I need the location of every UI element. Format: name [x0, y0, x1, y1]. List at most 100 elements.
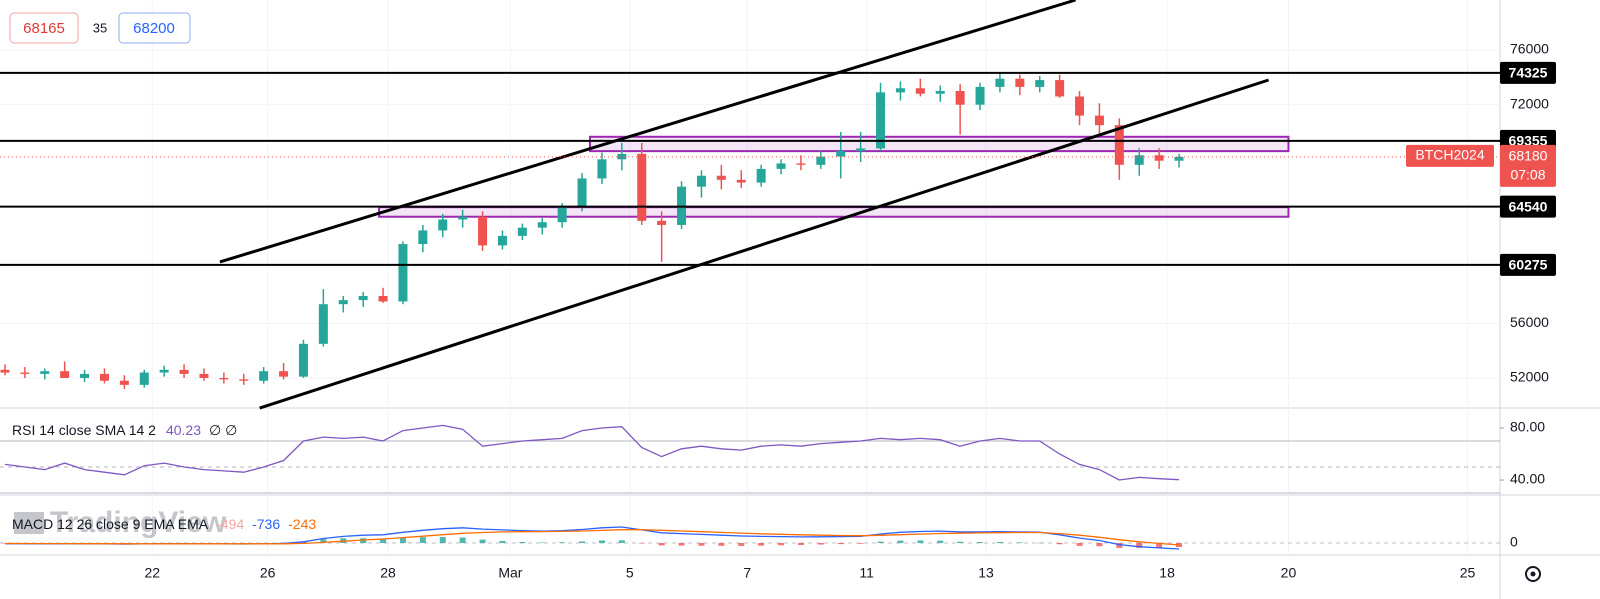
macd-hist-bar — [977, 542, 984, 543]
level-label-box — [1500, 195, 1556, 218]
ask-price: 68200 — [133, 20, 175, 37]
candle-body — [219, 378, 229, 380]
candle-body — [816, 156, 826, 165]
legend-value: -243 — [288, 516, 316, 532]
macd-hist-bar — [797, 543, 804, 546]
candle-body — [398, 244, 408, 302]
candle-body — [836, 151, 846, 157]
candle-body — [1035, 80, 1045, 87]
macd-hist-bar — [937, 540, 944, 543]
candle-body — [259, 371, 269, 381]
candle-body — [537, 222, 547, 228]
candle-body — [40, 371, 50, 374]
candle-body — [199, 373, 209, 379]
macd-hist-bar — [1076, 543, 1083, 546]
macd-hist-bar — [1136, 543, 1143, 548]
macd-hist-bar — [817, 543, 824, 545]
macd-hist-bar — [1176, 543, 1183, 548]
y-tick-label: 72000 — [1510, 95, 1549, 111]
candle-body — [975, 86, 985, 105]
candle-body — [657, 220, 667, 225]
legend-title: RSI 14 close SMA 14 2 — [12, 422, 156, 438]
candle-body — [597, 159, 607, 179]
candle-body — [338, 300, 348, 305]
x-tick-label: 25 — [1460, 565, 1476, 581]
legend-extra: ∅ ∅ — [209, 422, 237, 438]
macd-hist-bar — [539, 542, 546, 544]
rsi-legend: RSI 14 close SMA 14 2 40.23 ∅ ∅ — [12, 422, 237, 438]
legend-value: 40.23 — [166, 422, 201, 438]
macd-hist-bar — [559, 542, 566, 543]
macd-hist-bar — [718, 543, 725, 546]
candle-body — [159, 369, 169, 373]
macd-hist-bar — [320, 539, 327, 543]
candle-body — [60, 371, 70, 379]
macd-hist-bar — [479, 539, 486, 543]
candle-body — [776, 163, 786, 169]
macd-hist-bar — [1156, 543, 1163, 548]
candle-body — [637, 153, 647, 221]
macd-hist-bar — [1096, 543, 1103, 547]
candle-body — [80, 373, 90, 379]
level-label-box — [1500, 253, 1556, 276]
candle-body — [478, 216, 488, 246]
macd-hist-bar — [738, 543, 745, 546]
legend-value: -736 — [252, 516, 280, 532]
candle-body — [756, 168, 766, 183]
macd-hist-bar — [837, 543, 844, 545]
candle-body — [358, 296, 368, 301]
candle-body — [458, 216, 468, 220]
settings-gear-center[interactable] — [1530, 571, 1536, 577]
macd-hist-bar — [678, 543, 685, 546]
macd-hist-bar — [658, 543, 665, 546]
candle-body — [736, 179, 746, 183]
x-tick-label: 26 — [260, 565, 276, 581]
candle-body — [1154, 155, 1164, 161]
macd-hist-bar — [579, 541, 586, 543]
x-tick-label: 22 — [144, 565, 160, 581]
candle-body — [119, 380, 129, 385]
candle-body — [1114, 125, 1124, 165]
candle-body — [497, 235, 507, 246]
candle-body — [438, 219, 448, 231]
candle-body — [716, 175, 726, 180]
macd-hist-bar — [957, 541, 964, 543]
x-tick-label: 20 — [1281, 565, 1297, 581]
level-label: 69355 — [1509, 133, 1548, 149]
bid-price: 68165 — [23, 20, 65, 37]
x-tick-label: 28 — [380, 565, 396, 581]
symbol-label: BTCH2024 — [1415, 147, 1484, 163]
candle-body — [995, 78, 1005, 87]
macd-hist-bar — [1116, 543, 1123, 548]
spread: 35 — [93, 20, 107, 35]
candle-body — [1094, 115, 1104, 126]
candle-body — [0, 369, 10, 373]
x-tick-label: 18 — [1159, 565, 1175, 581]
legend-title: MACD 12 26 close 9 EMA EMA — [12, 516, 209, 532]
zone — [378, 206, 1290, 218]
settings-gear[interactable] — [1525, 566, 1541, 582]
candle-body — [696, 175, 706, 187]
macd-hist-bar — [459, 537, 466, 543]
candle-body — [418, 230, 428, 245]
macd-hist-bar — [598, 540, 605, 543]
macd-hist-bar — [698, 543, 705, 546]
candle-body — [935, 90, 945, 94]
macd-hist-bar — [857, 543, 864, 544]
candle-body — [1174, 156, 1184, 161]
candle-body — [179, 369, 189, 374]
trend-line — [259, 78, 1270, 410]
x-tick-label: 13 — [978, 565, 994, 581]
level-label-box — [1500, 61, 1556, 84]
candle-body — [796, 163, 806, 165]
legend-value: -494 — [216, 516, 244, 532]
y-tick-label: 80.00 — [1510, 419, 1545, 435]
level-label: 74325 — [1509, 65, 1548, 81]
macd-hist-bar — [1036, 542, 1043, 544]
macd-hist-bar — [996, 542, 1003, 543]
settings-icon[interactable] — [1525, 566, 1541, 582]
candle-body — [895, 88, 905, 93]
macd-line — [5, 529, 1180, 546]
